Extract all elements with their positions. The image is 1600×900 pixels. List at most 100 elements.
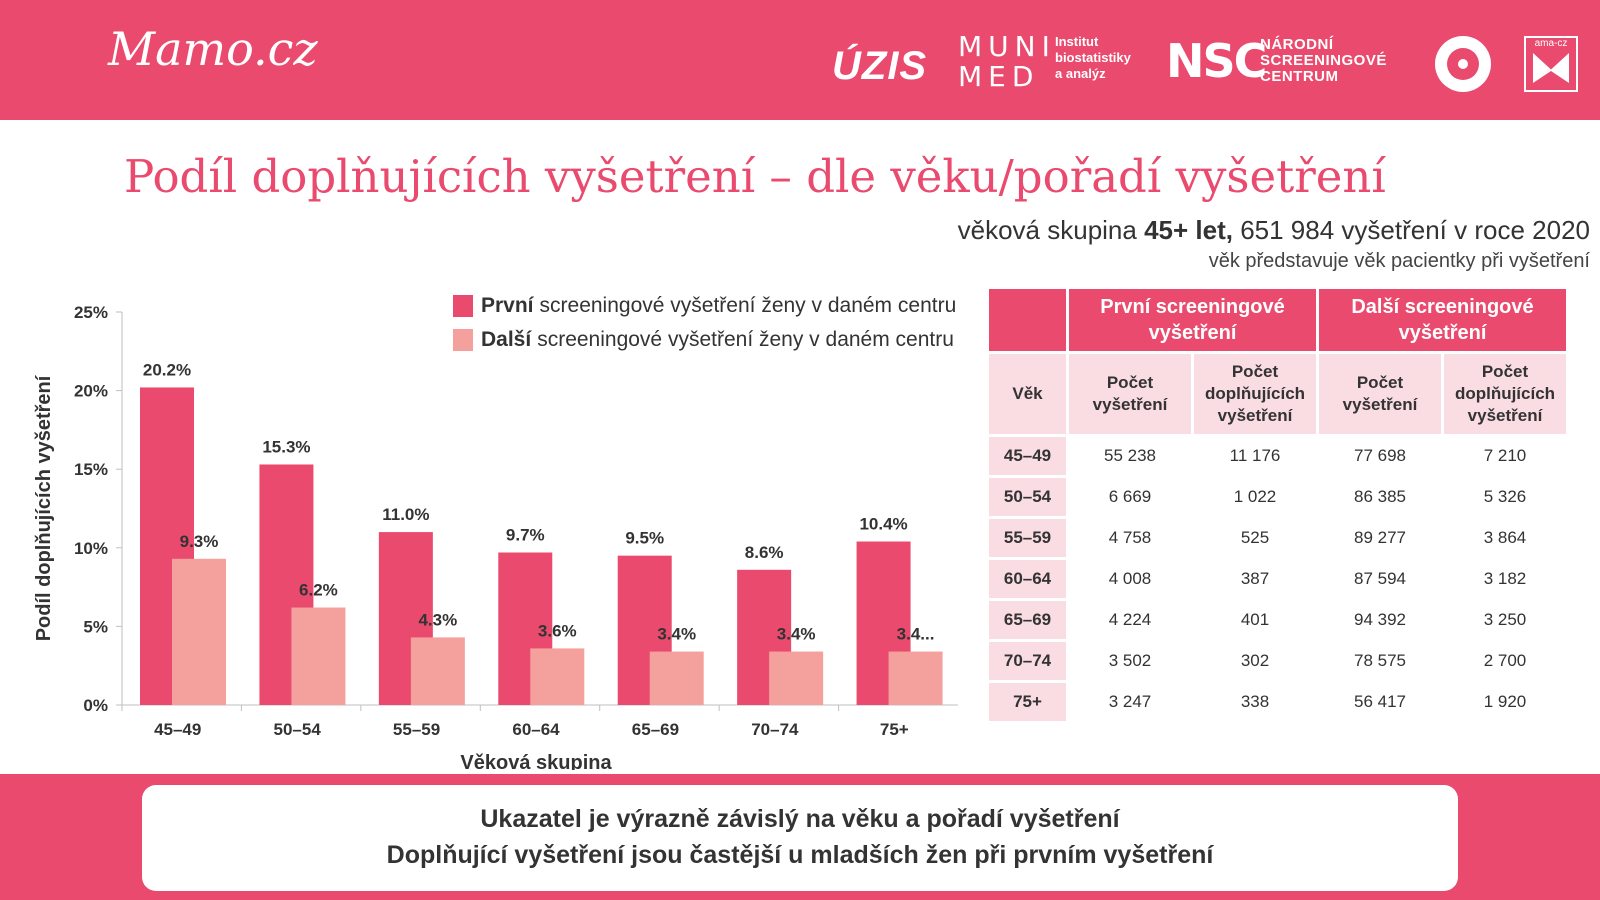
data-label: 3.4%	[777, 625, 816, 644]
bar-next	[291, 607, 346, 705]
data-label: 3.4%	[657, 625, 696, 644]
iba-line1: Institut	[1055, 34, 1099, 49]
table-header-age: Věk	[989, 354, 1066, 434]
radiation-core-icon	[1458, 59, 1468, 69]
table-cell-supp-first: 1 022	[1233, 487, 1277, 506]
bar-next	[172, 558, 226, 705]
page-subtitle: věková skupina 45+ let, 651 984 vyšetřen…	[958, 215, 1590, 246]
nsc-line1: NÁRODNÍ	[1260, 36, 1334, 53]
x-tick-label: 55–59	[393, 720, 440, 739]
table-row: 55–59 4 758 525 89 277 3 864	[989, 519, 1566, 557]
table-cell-age: 60–64	[989, 560, 1066, 598]
data-label: 9.5%	[625, 529, 664, 548]
chart-legend: První screeningové vyšetření ženy v dané…	[453, 289, 956, 357]
conclusion-line1: Ukazatel je výrazně závislý na věku a po…	[480, 805, 1120, 833]
ama-logo[interactable]: ama-cz	[1524, 36, 1578, 92]
bar-next	[530, 648, 585, 705]
ama-mark-icon	[1533, 53, 1569, 83]
x-tick-label: 65–69	[632, 720, 679, 739]
table-cell-age: 55–59	[989, 519, 1066, 557]
iba-line2: biostatistiky	[1055, 50, 1131, 65]
iba-line3: a analýz	[1055, 66, 1106, 81]
bar-next	[410, 637, 465, 705]
table-cell-count-first: 4 758	[1108, 528, 1152, 547]
table-corner	[989, 289, 1066, 351]
bar-chart: 0% 5% 10% 15% 20% 25% 45–49 20.2% 9.3% 50–54 15.3%…	[33, 303, 958, 770]
table-cell-count-next: 89 277	[1354, 528, 1406, 547]
table-cell-supp-first: 11 176	[1229, 446, 1281, 465]
table-cell-supp-first: 338	[1240, 692, 1270, 711]
table-row: 70–74 3 502 302 78 575 2 700	[989, 642, 1566, 680]
data-label: 15.3%	[262, 437, 310, 456]
nsc-line3: CENTRUM	[1260, 68, 1339, 85]
table-cell-supp-next: 2 700	[1483, 651, 1527, 670]
table-cell-age: 45–49	[989, 437, 1066, 475]
x-tick-label: 50–54	[274, 720, 322, 739]
table-cell-supp-first: 525	[1240, 528, 1270, 547]
y-tick-label: 25%	[74, 303, 108, 322]
iba-logo-text: Institut biostatistiky a analýz	[1055, 34, 1131, 82]
conclusion-box: Ukazatel je výrazně závislý na věku a po…	[142, 785, 1458, 891]
table-cell-supp-next: 3 864	[1483, 528, 1527, 547]
table-header-supp-next: Počet doplňujících vyšetření	[1444, 354, 1566, 434]
legend-next-text: screeningové vyšetření ženy v daném cent…	[537, 328, 954, 351]
table-cell-supp-first: 387	[1240, 569, 1270, 588]
table-cell-count-first: 4 008	[1108, 569, 1152, 588]
table-cell-count-first: 4 224	[1108, 610, 1152, 629]
mamo-logo[interactable]: Mamo.cz	[108, 22, 318, 76]
legend-swatch-next	[453, 329, 473, 351]
x-tick-label: 45–49	[154, 720, 201, 739]
y-tick-label: 20%	[74, 382, 108, 401]
table-cell-count-first: 3 502	[1108, 651, 1152, 670]
y-tick-label: 10%	[74, 539, 108, 558]
page-note: věk představuje věk pacientky při vyšetř…	[1208, 250, 1590, 272]
y-axis-title: Podíl doplňujících vyšetření	[33, 374, 55, 641]
data-table: První screeningové vyšetření Další scree…	[986, 286, 1569, 724]
table-cell-age: 75+	[989, 683, 1066, 721]
bar-next	[888, 651, 943, 705]
data-label: 4.3%	[418, 610, 457, 629]
table-cell-count-first: 6 669	[1108, 487, 1152, 506]
nsc-logo[interactable]: NSC	[1166, 34, 1267, 88]
table-group-next: Další screeningové vyšetření	[1319, 289, 1566, 351]
data-label: 20.2%	[143, 360, 191, 379]
nsc-logo-text: NÁRODNÍ SCREENINGOVÉ CENTRUM	[1260, 37, 1387, 85]
table-cell-count-next: 86 385	[1354, 487, 1406, 506]
ama-logo-text: ama-cz	[1534, 38, 1568, 49]
table-cell-count-next: 94 392	[1354, 610, 1406, 629]
data-label: 10.4%	[859, 515, 907, 534]
legend-swatch-first	[453, 295, 473, 317]
footer-banner: Ukazatel je výrazně závislý na věku a po…	[0, 774, 1600, 900]
data-label: 8.6%	[745, 543, 784, 562]
table-row: 75+ 3 247 338 56 417 1 920	[989, 683, 1566, 721]
table-cell-count-first: 3 247	[1108, 692, 1152, 711]
data-label: 3.4...	[897, 625, 935, 644]
table-cell-supp-next: 5 326	[1483, 487, 1527, 506]
legend-first-text: screeningové vyšetření ženy v daném cent…	[539, 294, 957, 317]
radiology-society-logo-icon[interactable]	[1435, 36, 1491, 92]
x-tick-label: 70–74	[751, 720, 799, 739]
subtitle-pre: věková skupina	[957, 215, 1145, 245]
table-cell-supp-first: 401	[1240, 610, 1270, 629]
table-cell-count-next: 78 575	[1354, 651, 1406, 670]
table-cell-supp-next: 1 920	[1483, 692, 1527, 711]
muni-logo-line2: MED	[958, 60, 1040, 93]
table-row: 45–49 55 238 11 176 77 698 7 210	[989, 437, 1566, 475]
table-cell-count-first: 55 238	[1104, 446, 1156, 465]
table-row: 50–54 6 669 1 022 86 385 5 326	[989, 478, 1566, 516]
data-label: 9.3%	[180, 532, 219, 551]
muni-med-logo[interactable]: MUNI MED	[958, 32, 1056, 92]
data-label: 3.6%	[538, 621, 577, 640]
y-tick-label: 0%	[83, 696, 108, 715]
table-cell-supp-next: 7 210	[1483, 446, 1527, 465]
y-tick-label: 5%	[83, 617, 108, 636]
data-label: 6.2%	[299, 581, 338, 600]
data-label: 9.7%	[506, 526, 545, 545]
y-tick-label: 15%	[74, 460, 108, 479]
subtitle-bold: 45+ let,	[1144, 215, 1233, 245]
subtitle-post: 651 984 vyšetření v roce 2020	[1232, 215, 1590, 245]
table-cell-supp-first: 302	[1240, 651, 1270, 670]
bar-next	[649, 651, 704, 705]
legend-item-first: První screeningové vyšetření ženy v dané…	[453, 289, 956, 323]
uzis-logo[interactable]: ÚZIS ČR	[832, 44, 927, 106]
